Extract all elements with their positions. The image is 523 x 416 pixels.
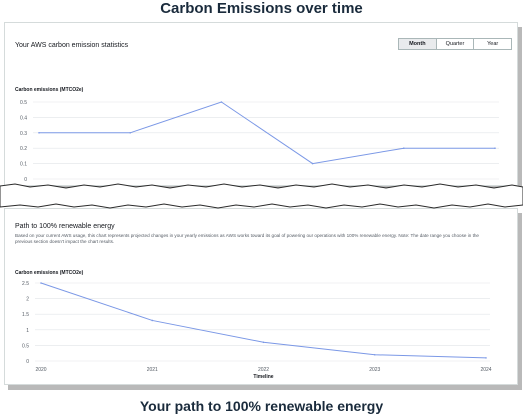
segment-year-button[interactable]: Year (474, 39, 512, 49)
y-tick-label: 1.5 (22, 312, 29, 318)
data-point (485, 357, 487, 359)
y-tick-label: 0.5 (22, 343, 29, 349)
data-point (220, 101, 223, 103)
y-axis-label: Carbon emissions (MTCO2e) (15, 270, 84, 276)
data-point (38, 132, 40, 134)
y-tick-label: 0.4 (20, 115, 27, 121)
segment-quarter-button[interactable]: Quarter (436, 39, 475, 49)
torn-paper-divider (0, 183, 523, 209)
panel-description: Based on your current AWS usage, this ch… (15, 233, 479, 244)
series-line (39, 101, 495, 165)
y-tick-label: 2 (26, 297, 29, 303)
y-axis-label: Carbon emissions (MTCO2e) (15, 87, 84, 93)
x-tick-label: 2022 (258, 367, 269, 373)
data-point (151, 319, 154, 322)
renewable-line-chart: Carbon emissions (MTCO2e) 0 0.5 1 1.5 2 2.5 202… (15, 270, 492, 380)
segment-month-button[interactable]: Month (399, 39, 437, 49)
panel-title: Path to 100% renewable energy (15, 223, 115, 230)
data-point (262, 341, 265, 344)
x-tick-label: 2023 (369, 367, 380, 373)
y-tick-label: 0.1 (20, 162, 27, 168)
renewable-path-panel: Path to 100% renewable energy Based on y… (4, 208, 518, 385)
x-tick-label: 2020 (35, 367, 46, 373)
data-point (373, 353, 376, 356)
data-point (40, 282, 42, 284)
y-tick-label: 2.5 (22, 281, 29, 287)
data-point (494, 147, 496, 149)
emission-stats-panel: Your AWS carbon emission statistics Mont… (4, 22, 518, 186)
x-axis-label: Timeline (253, 374, 273, 380)
x-tick-label: 2021 (147, 367, 158, 373)
data-point (129, 132, 131, 134)
y-tick-label: 0.5 (20, 100, 27, 106)
series-line (40, 282, 487, 359)
x-tick-label: 2024 (480, 367, 491, 373)
page-subtitle: Your path to 100% renewable energy (139, 398, 384, 414)
y-tick-label: 0 (24, 177, 27, 183)
data-point (403, 147, 405, 149)
timeframe-segmented-control: Month Quarter Year (398, 38, 512, 50)
y-tick-label: 0.2 (20, 146, 27, 152)
emissions-line-chart: Carbon emissions (MTCO2e) 0 0.1 0.2 0.3 0.4 0.… (15, 87, 499, 183)
data-point (311, 162, 314, 165)
panel-title: Your AWS carbon emission statistics (15, 42, 129, 49)
y-tick-label: 0.3 (20, 131, 27, 137)
y-tick-label: 1 (26, 328, 29, 334)
y-tick-label: 0 (26, 359, 29, 365)
page-title: Carbon Emissions over time (160, 0, 363, 17)
